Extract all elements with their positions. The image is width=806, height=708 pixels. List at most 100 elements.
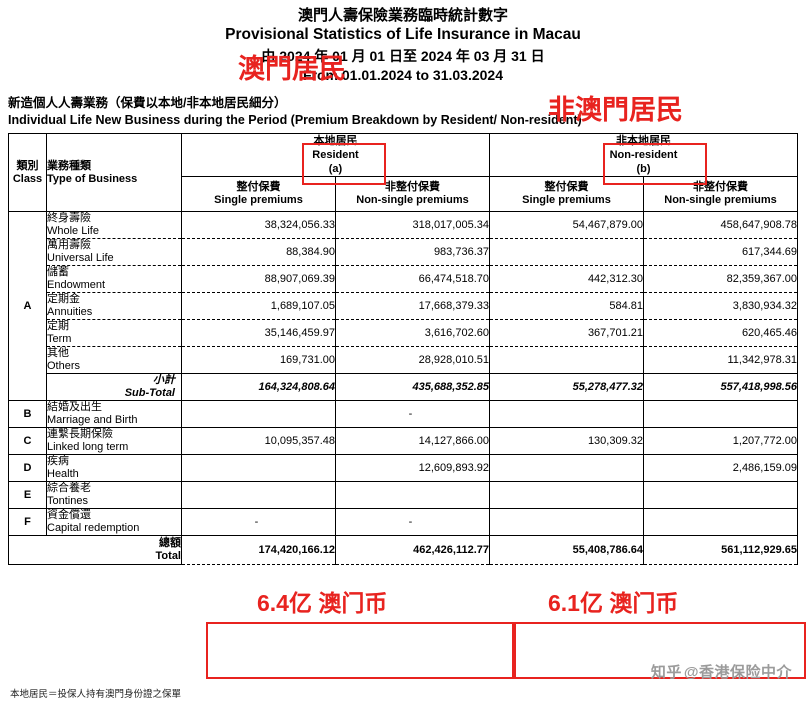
class-label-f: F [8,508,47,536]
value-non-single: 367,701.21 [489,319,644,347]
section-subtitle: 新造個人人壽業務（保費以本地/非本地居民細分） Individual Life … [8,95,806,129]
business-type: 萬用壽險 Universal Life [46,238,182,266]
title-english: Provisional Statistics of Life Insurance… [225,26,581,43]
non-single-en: Single premiums [522,194,611,206]
value-non-nonsingle: 2,486,159.09 [643,454,798,482]
class-label-c: C [8,427,47,455]
subtitle-english: Individual Life New Business during the … [8,113,582,127]
value-non-single [489,508,644,536]
non-nonsingle-en: Non-single premiums [664,194,777,206]
value-non-nonsingle: 11,342,978.31 [643,346,798,374]
value-res-nonsingle: 983,736.37 [335,238,490,266]
business-en: Others [47,360,81,372]
table-row: 定期金 Annuities 1,689,107.05 17,668,379.33… [9,292,798,320]
subtotal-en: Sub-Total [124,387,175,399]
total-res-single: 174,420,166.12 [181,535,336,565]
header-non-nonsingle: 非整付保費 Non-single premiums [643,176,798,212]
annotation-amount-right: 6.1亿 澳门币 [548,590,679,616]
value-res-nonsingle: 66,474,518.70 [335,265,490,293]
table-row: 萬用壽險 Universal Life 88,384.90 983,736.37… [9,238,798,266]
table-row: E 綜合養老 Tontines [8,481,798,509]
business-en: Annuities [47,306,93,318]
total-non-nonsingle: 561,112,929.65 [643,535,798,565]
table-row: D 疾病 Health 12,609,893.92 2,486,159.09 [8,454,798,482]
annotation-nonresident: 非澳門居民 [548,95,683,125]
value-res-nonsingle: - [335,400,490,428]
business-en: Endowment [47,279,106,291]
total-res-nonsingle: 462,426,112.77 [335,535,490,565]
total-row: 總額 Total 174,420,166.12 462,426,112.77 5… [8,535,798,565]
value-res-single [181,454,336,482]
business-en: Tontines [47,495,88,507]
header-non-single: 整付保費 Single premiums [489,176,644,212]
value-non-nonsingle: 620,465.46 [643,319,798,347]
business-zh: 疾病 [47,455,69,467]
watermark-text: @香港保险中介 [683,664,792,681]
value-res-single [181,400,336,428]
table-header-row-2: 整付保費 Single premiums 非整付保費 Non-single pr… [9,176,798,212]
value-res-nonsingle: 12,609,893.92 [335,454,490,482]
header-business-cell: 業務種類 Type of Business [46,133,182,212]
value-non-nonsingle: 82,359,367.00 [643,265,798,293]
non-single-zh: 整付保費 [544,181,589,193]
total-zh: 總額 [159,537,181,549]
value-res-single: 1,689,107.05 [181,292,336,320]
title-chinese: 澳門人壽保險業務臨時統計數字 [297,7,508,24]
table-row: 儲蓄 Endowment 88,907,069.39 66,474,518.70… [9,265,798,293]
value-non-single [489,400,644,428]
value-non-single: 130,309.32 [489,427,644,455]
class-label-b: B [8,400,47,428]
group-nonresident-note: (b) [636,163,651,175]
business-zh: 其他 [47,347,69,359]
value-non-nonsingle [643,481,798,509]
highlight-box-resident-total [206,622,514,679]
subtotal-row: 小計 Sub-Total 164,324,808.64 435,688,352.… [9,373,798,401]
value-res-nonsingle: 3,616,702.60 [335,319,490,347]
business-type: 結婚及出生 Marriage and Birth [46,400,182,428]
header-res-single: 整付保費 Single premiums [181,176,336,212]
business-zh: 綜合養老 [47,482,91,494]
value-non-nonsingle: 458,647,908.78 [643,211,798,239]
period-chinese: 由 2024 年 01 月 01 日至 2024 年 03 月 31 日 [261,48,545,64]
class-label-e: E [8,481,47,509]
business-type: 綜合養老 Tontines [46,481,182,509]
value-non-single: 584.81 [489,292,644,320]
value-res-single: 35,146,459.97 [181,319,336,347]
table-row: 其他 Others 169,731.00 28,928,010.51 11,34… [9,346,798,374]
total-non-single: 55,408,786.64 [489,535,644,565]
business-zh: 結婚及出生 [47,401,102,413]
business-type: 終身壽險 Whole Life [46,211,182,239]
business-en: Whole Life [47,225,99,237]
value-non-nonsingle [643,508,798,536]
table-row: B 結婚及出生 Marriage and Birth - [8,400,798,428]
value-res-single: 10,095,357.48 [181,427,336,455]
business-type: 資金償還 Capital redemption [46,508,182,536]
watermark: 知乎 @香港保险中介 [651,661,792,682]
header-class-cell: 類別 Class [8,133,47,212]
header-class-zh: 類別 [16,159,39,172]
annotation-resident: 澳門居民 [238,54,346,84]
header-business-en: Type of Business [47,172,138,185]
header-class-en: Class [12,172,43,185]
value-res-single: 88,384.90 [181,238,336,266]
table-row: F 資金償還 Capital redemption - - [8,508,798,536]
value-non-single [489,481,644,509]
header-business-zh: 業務種類 [47,159,91,172]
value-res-single: - [181,508,336,536]
value-non-single [489,346,644,374]
value-non-single: 54,467,879.00 [489,211,644,239]
table-header-row-1: 類別 Class 業務種類 Type of Business 本地居民 Resi… [8,133,798,212]
value-res-nonsingle: 28,928,010.51 [335,346,490,374]
res-single-en: Single premiums [214,194,303,206]
business-type: 其他 Others [46,346,182,374]
group-nonresident-zh: 非本地居民 [616,135,671,147]
subtotal-non-single: 55,278,477.32 [489,373,644,401]
subtotal-zh: 小計 [153,374,175,386]
business-zh: 定期金 [47,293,80,305]
header-group-nonresident: 非本地居民 Non-resident (b) [489,133,798,177]
statistics-table: 類別 Class 業務種類 Type of Business 本地居民 Resi… [8,133,798,565]
value-non-nonsingle: 617,344.69 [643,238,798,266]
value-non-single [489,238,644,266]
business-type: 定期金 Annuities [46,292,182,320]
